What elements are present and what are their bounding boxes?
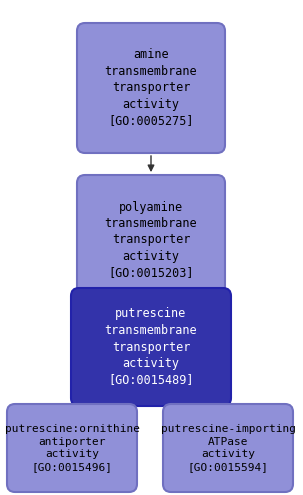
Text: putrescine:ornithine
antiporter
activity
[GO:0015496]: putrescine:ornithine antiporter activity…: [5, 424, 139, 472]
FancyBboxPatch shape: [71, 288, 231, 406]
FancyBboxPatch shape: [163, 404, 293, 492]
FancyBboxPatch shape: [77, 23, 225, 153]
FancyBboxPatch shape: [77, 175, 225, 305]
Text: amine
transmembrane
transporter
activity
[GO:0005275]: amine transmembrane transporter activity…: [105, 49, 197, 128]
Text: putrescine
transmembrane
transporter
activity
[GO:0015489]: putrescine transmembrane transporter act…: [105, 307, 197, 387]
FancyBboxPatch shape: [7, 404, 137, 492]
Text: polyamine
transmembrane
transporter
activity
[GO:0015203]: polyamine transmembrane transporter acti…: [105, 200, 197, 280]
Text: putrescine-importing
ATPase
activity
[GO:0015594]: putrescine-importing ATPase activity [GO…: [161, 424, 295, 472]
